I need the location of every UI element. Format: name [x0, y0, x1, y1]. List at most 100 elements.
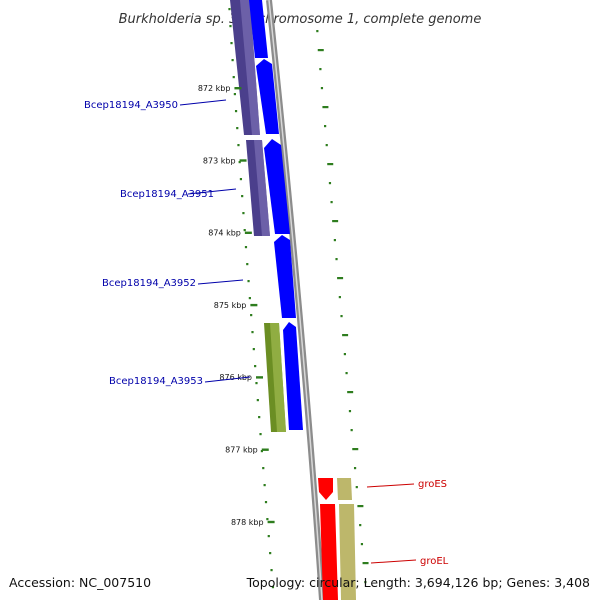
- ring-dot: [258, 416, 261, 419]
- gene-arrow: [274, 235, 296, 318]
- kbp-tick-mark: [250, 303, 258, 307]
- kbp-tick: 878 kbp: [231, 518, 275, 527]
- ring-dot: [322, 106, 329, 109]
- kbp-tick-label: 875 kbp: [214, 301, 247, 310]
- gene-feature: [254, 140, 270, 236]
- ring-dot: [255, 382, 258, 385]
- ring-dot: [250, 314, 253, 317]
- ring-dot: [343, 353, 346, 356]
- ring-dot: [270, 569, 273, 572]
- kbp-tick: 874 kbp: [208, 229, 252, 238]
- ring-dot: [234, 110, 238, 113]
- ring-dot: [353, 467, 357, 470]
- ring-dot: [324, 125, 327, 128]
- gene-labels: Bcep18194_A3950 Bcep18194_A3951 Bcep18194_…: [84, 99, 449, 567]
- chaperonin-features: [318, 478, 356, 600]
- ring-dot: [342, 334, 349, 337]
- ring-dot: [238, 161, 241, 164]
- ring-dot: [267, 535, 270, 538]
- ring-dot: [330, 201, 333, 204]
- ring-dot: [360, 543, 364, 546]
- ring-dot: [252, 348, 255, 351]
- ring-dot: [243, 229, 246, 232]
- ring-dot: [325, 144, 328, 147]
- ring-dot: [333, 239, 336, 242]
- gene-arrow: [249, 0, 268, 58]
- gene-label-text: groEL: [420, 556, 449, 567]
- kbp-tick-label: 876 kbp: [219, 373, 252, 382]
- ring-dot: [328, 182, 332, 185]
- topology-summary-text: Topology: circular; Length: 3,694,126 bp…: [246, 575, 590, 590]
- kbp-tick: 872 kbp: [198, 84, 242, 93]
- gene-arrow-groEL: [320, 504, 338, 600]
- gene-arrow: [256, 59, 279, 134]
- ring-dot: [319, 68, 322, 71]
- kbp-tick-label: 872 kbp: [198, 84, 231, 93]
- map-title: Burkholderia sp. 383 chromosome 1, compl…: [119, 12, 482, 27]
- gene-label-text: groES: [418, 479, 447, 490]
- ring-dot: [271, 586, 275, 589]
- gene-leader-line: [197, 279, 244, 285]
- ring-dot: [230, 42, 233, 45]
- kbp-tick-mark: [244, 231, 252, 234]
- ring-dot: [254, 365, 257, 368]
- ring-dot: [355, 486, 358, 489]
- accession-text: Accession: NC_007510: [9, 575, 151, 590]
- kbp-tick-mark: [261, 448, 269, 451]
- ring-dot: [266, 518, 269, 521]
- gene-arrow: [264, 139, 290, 234]
- ring-dot: [233, 93, 236, 96]
- gene-label-Bcep18194_A3951: Bcep18194_A3951: [120, 188, 237, 200]
- kbp-tick-label: 877 kbp: [225, 446, 258, 455]
- kbp-tick-mark: [234, 87, 242, 90]
- ring-dot: [269, 552, 272, 555]
- ring-dot: [260, 450, 263, 453]
- kbp-tick-mark: [239, 159, 247, 162]
- gene-arrow-groES: [318, 478, 333, 500]
- ring-dot: [247, 280, 250, 283]
- gene-label-text: Bcep18194_A3952: [102, 278, 196, 289]
- kbp-tick-label: 874 kbp: [208, 229, 241, 238]
- gene-feature: [339, 504, 356, 600]
- ring-dot: [246, 263, 249, 266]
- ring-dot: [242, 212, 245, 215]
- gene-label-Bcep18194_A3952: Bcep18194_A3952: [102, 278, 244, 289]
- ring-dot: [338, 296, 341, 299]
- ring-dot: [251, 331, 254, 334]
- ring-dot: [364, 581, 367, 584]
- ring-dot: [237, 144, 240, 147]
- ring-dot: [232, 76, 235, 79]
- gene-leader-line: [179, 99, 227, 106]
- kbp-tick: 876 kbp: [219, 373, 264, 382]
- gene-leader-line: [204, 376, 251, 383]
- ring-dot: [316, 30, 319, 33]
- ring-dot: [350, 429, 353, 432]
- ring-dot: [327, 163, 334, 166]
- gene-label-text: Bcep18194_A3953: [109, 376, 203, 387]
- ring-dot: [359, 524, 362, 527]
- gene-leader-line: [370, 559, 417, 564]
- ring-dot: [248, 297, 251, 300]
- gene-label-groEL: groEL: [370, 556, 449, 567]
- ring-dot: [352, 448, 359, 451]
- ring-dot: [262, 467, 265, 470]
- ring-dot: [357, 505, 364, 508]
- ring-dot: [320, 87, 324, 90]
- kbp-tick: 873 kbp: [203, 156, 247, 165]
- kbp-tick-label: 873 kbp: [203, 156, 236, 165]
- ring-dot: [345, 372, 348, 375]
- ring-dot: [239, 178, 243, 181]
- gene-arrow: [283, 322, 303, 430]
- gene-label-text: Bcep18194_A3951: [120, 189, 214, 200]
- gene-feature: [240, 0, 260, 135]
- kbp-ticks: 872 kbp 873 kbp 874 kbp 875 kbp 876 kbp 877 k…: [198, 84, 275, 527]
- kbp-tick-label: 878 kbp: [231, 518, 264, 527]
- ring-dot: [347, 391, 354, 394]
- forward-strand-features: [249, 0, 303, 430]
- ring-dot: [264, 501, 268, 504]
- ring-dot: [362, 562, 369, 565]
- ring-dot: [335, 258, 338, 261]
- ring-dot: [256, 399, 259, 402]
- ring-dot: [228, 8, 231, 11]
